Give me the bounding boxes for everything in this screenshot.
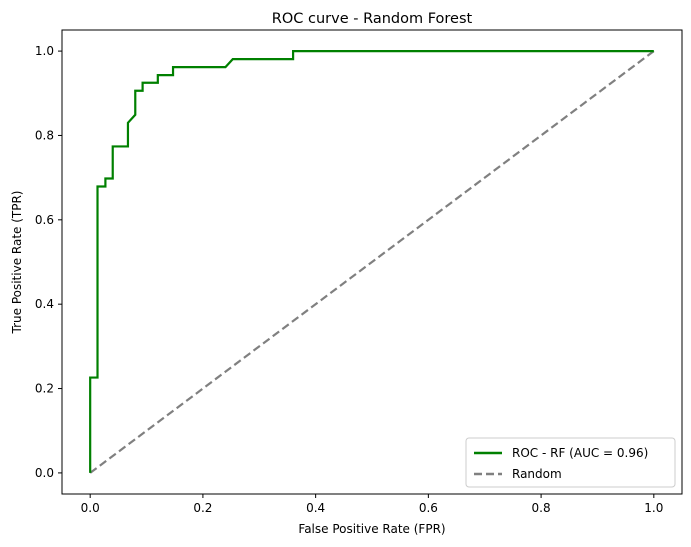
x-tick-label: 0.2: [193, 501, 212, 515]
roc-rf-line: [89, 49, 654, 473]
series-layer: [89, 49, 655, 474]
plot-frame: [61, 29, 683, 495]
y-tick-label: 0.0: [35, 466, 54, 480]
x-tick-label: 1.0: [644, 501, 663, 515]
x-tick-label: 0.6: [419, 501, 438, 515]
random-baseline-line: [89, 50, 655, 474]
y-tick-label: 0.4: [35, 297, 54, 311]
legend-label-random: Random: [512, 467, 562, 481]
x-tick-label: 0.4: [306, 501, 325, 515]
y-tick-label: 0.8: [35, 128, 54, 142]
x-tick-label: 0.0: [81, 501, 100, 515]
y-tick-label: 0.2: [35, 382, 54, 396]
chart-title: ROC curve - Random Forest: [272, 11, 473, 27]
y-tick-label: 1.0: [35, 44, 54, 58]
x-tick-label: 0.8: [532, 501, 551, 515]
y-axis-ticks: 0.0 0.2 0.4 0.6 0.8 1.0: [35, 44, 62, 480]
y-axis-label: True Positive Rate (TPR): [10, 191, 24, 335]
legend-label-roc: ROC - RF (AUC = 0.96): [512, 446, 648, 460]
y-tick-label: 0.6: [35, 213, 54, 227]
x-axis-ticks: 0.0 0.2 0.4 0.6 0.8 1.0: [81, 494, 663, 515]
x-axis-label: False Positive Rate (FPR): [298, 522, 445, 536]
legend: ROC - RF (AUC = 0.96) Random: [465, 437, 676, 488]
legend-box: [465, 437, 676, 488]
